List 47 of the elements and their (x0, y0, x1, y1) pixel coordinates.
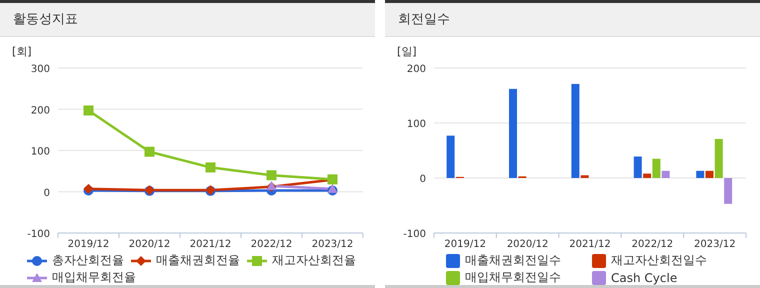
bar (652, 158, 660, 178)
bar (509, 88, 517, 178)
bar (580, 175, 589, 178)
bar (714, 138, 723, 178)
bar (571, 84, 580, 178)
chart-title: 회전일수 (385, 3, 760, 37)
bar (643, 174, 652, 178)
bar (724, 178, 732, 204)
bar (634, 156, 642, 178)
x-tick-label: 2021/12 (190, 239, 232, 250)
legend-label: 매출채권회전율 (156, 252, 240, 269)
point (84, 105, 94, 116)
y-axis-title: [회] (12, 45, 32, 58)
legend-label: 매출채권회전일수 (465, 252, 561, 269)
bar (446, 136, 455, 178)
y-tick-label: 100 (406, 119, 426, 130)
x-tick-label: 2019/12 (68, 239, 110, 250)
bar (662, 170, 670, 178)
x-tick-label: 2022/12 (250, 239, 292, 250)
y-tick-label: 300 (30, 64, 50, 75)
x-tick-label: 2020/12 (128, 239, 170, 250)
bar (706, 170, 714, 178)
x-tick-label: 2023/12 (312, 239, 354, 250)
bar (696, 170, 704, 178)
point (206, 162, 216, 172)
y-tick-label: 0 (420, 174, 426, 185)
y-tick-label: 100 (30, 146, 50, 158)
legend-label: 재고자산회전율 (272, 252, 356, 269)
point (266, 170, 276, 180)
legend-label: 재고자산회전일수 (611, 252, 707, 269)
point (144, 146, 154, 157)
legend-label: 총자산회전율 (52, 252, 124, 269)
y-tick-label: 200 (406, 64, 426, 75)
x-tick-label: 2021/12 (569, 239, 611, 250)
x-tick-label: 2022/12 (632, 239, 674, 250)
legend-label: 매입채무회전일수 (465, 269, 561, 286)
chart-title: 활동성지표 (0, 3, 375, 37)
legend-label: 매입채무회전율 (52, 269, 136, 286)
x-tick-label: 2019/12 (444, 239, 486, 250)
legend-label: Cash Cycle (611, 270, 678, 284)
y-axis-title: [일] (397, 45, 417, 58)
y-tick-label: -100 (403, 229, 426, 240)
y-tick-label: -100 (27, 229, 50, 240)
x-tick-label: 2023/12 (694, 239, 736, 250)
y-tick-label: 0 (44, 188, 50, 199)
x-tick-label: 2020/12 (506, 239, 548, 250)
y-tick-label: 200 (30, 105, 50, 116)
